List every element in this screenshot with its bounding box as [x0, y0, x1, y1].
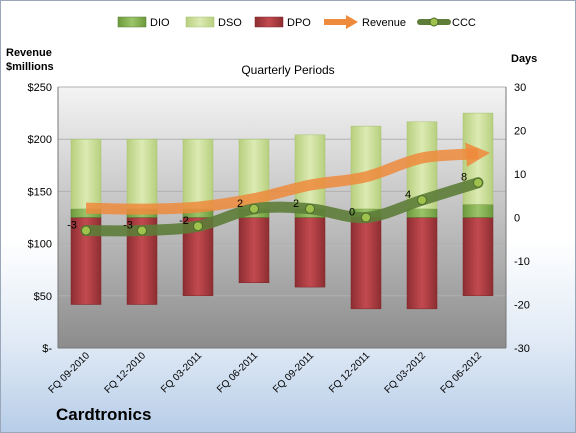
bar-dso — [294, 134, 326, 210]
category-label: FQ 03-2011 — [159, 350, 204, 395]
bar-dio — [406, 208, 438, 218]
ccc-point — [305, 203, 315, 214]
ccc-point — [193, 221, 203, 232]
left-tick-label: $50 — [34, 291, 52, 303]
bar-dso — [70, 138, 102, 210]
ccc-point — [249, 203, 259, 214]
plot-area — [58, 87, 506, 348]
plot-title: Quarterly Periods — [241, 63, 335, 77]
legend-swatch-dio — [117, 16, 147, 28]
left-axis-title-line1: Revenue — [6, 47, 52, 59]
right-tick-label: -10 — [514, 256, 530, 268]
ccc-point — [361, 212, 371, 223]
ccc-point — [417, 195, 427, 206]
category-label: FQ 06-2011 — [215, 350, 260, 395]
ccc-data-label: -3 — [123, 220, 133, 232]
legend-swatch-revenue-head — [346, 15, 358, 29]
ccc-data-label: 2 — [293, 198, 299, 210]
ccc-point — [81, 225, 91, 236]
legend-label-ccc: CCC — [452, 17, 476, 29]
right-axis-title: Days — [511, 53, 538, 65]
bar-dpo — [294, 217, 326, 288]
right-tick-label: 0 — [514, 213, 520, 225]
bar-dso — [182, 138, 214, 210]
bar-dpo — [406, 217, 438, 310]
right-tick-label: 30 — [514, 82, 526, 94]
left-axis-title: Revenue $millions — [6, 46, 54, 74]
left-axis-title-line2: $millions — [6, 61, 54, 73]
bar-dso — [126, 138, 158, 210]
legend-label-revenue: Revenue — [362, 17, 406, 29]
left-tick-label: $100 — [28, 239, 52, 251]
ccc-data-label: -3 — [67, 220, 77, 232]
ccc-data-label: 4 — [405, 189, 411, 201]
category-label: FQ 06-2012 — [439, 350, 485, 396]
right-tick-label: -20 — [514, 300, 530, 312]
left-tick-label: $200 — [28, 134, 52, 146]
ccc-point — [137, 225, 147, 236]
legend-swatch-dso — [185, 16, 215, 28]
ccc-point — [473, 177, 483, 188]
right-tick-label: -30 — [514, 343, 530, 355]
bar-dpo — [350, 217, 382, 310]
legend-label-dpo: DPO — [287, 17, 311, 29]
company-name: Cardtronics — [56, 405, 152, 424]
left-tick-label: $250 — [28, 82, 52, 94]
bar-dso — [350, 125, 382, 210]
left-tick-label: $150 — [28, 186, 52, 198]
ccc-data-label: -2 — [179, 215, 189, 227]
bar-dpo — [462, 217, 494, 297]
bar-dpo — [238, 217, 270, 283]
legend-label-dio: DIO — [150, 17, 170, 29]
legend-swatch-dpo — [254, 16, 284, 28]
bar-dio — [462, 204, 494, 218]
ccc-data-label: 0 — [349, 207, 355, 219]
category-label: FQ 12-2011 — [327, 350, 372, 395]
legend-label-dso: DSO — [218, 17, 242, 29]
ccc-data-label: 2 — [237, 198, 243, 210]
ccc-data-label: 8 — [461, 172, 467, 184]
left-tick-label: $- — [42, 343, 52, 355]
legend-swatch-ccc-point — [429, 17, 439, 27]
right-tick-label: 10 — [514, 169, 526, 181]
category-label: FQ 12-2010 — [103, 350, 149, 396]
category-label: FQ 03-2012 — [383, 350, 429, 396]
category-label: FQ 09-2010 — [47, 350, 93, 396]
category-label: FQ 09-2011 — [271, 350, 316, 395]
legend: DIO DSO DPO Revenue CCC — [117, 15, 476, 29]
revenue-line — [85, 142, 491, 215]
right-tick-label: 20 — [514, 126, 526, 138]
